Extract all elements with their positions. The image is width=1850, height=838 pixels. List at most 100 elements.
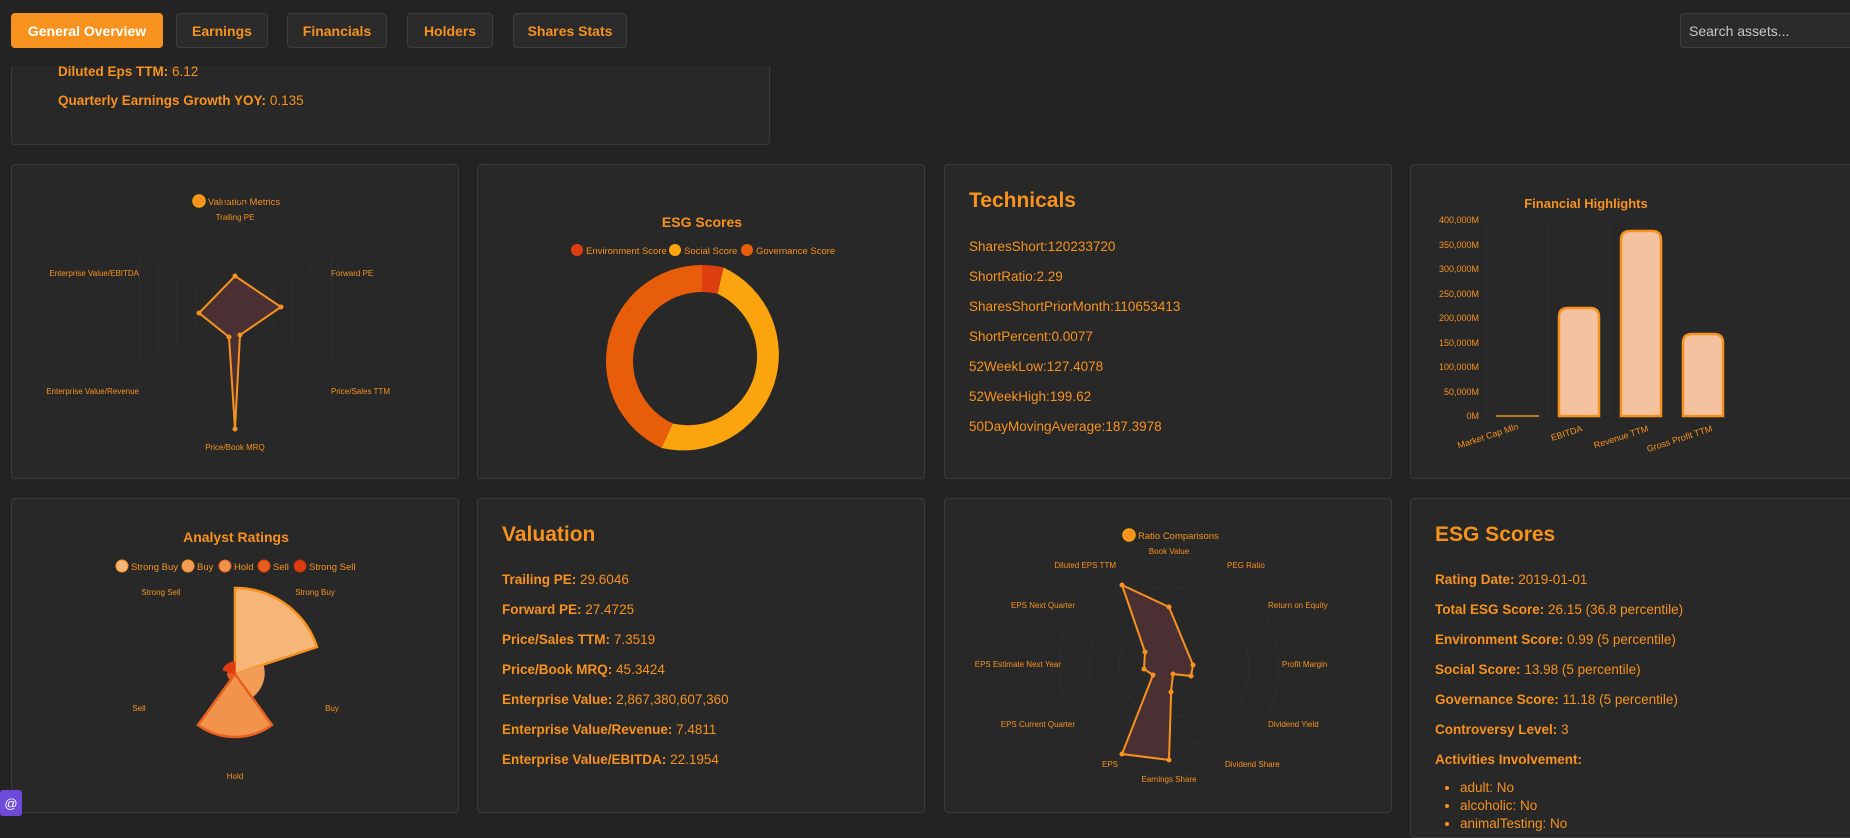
polar-segment-hold[interactable] bbox=[196, 671, 274, 739]
legend-label-governance[interactable]: Governance Score bbox=[756, 246, 835, 257]
diluted-eps-value: 6.12 bbox=[172, 64, 199, 79]
donut-slice-environment[interactable] bbox=[702, 265, 724, 294]
legend-swatch-sell[interactable] bbox=[257, 559, 271, 573]
radar-point[interactable] bbox=[1166, 604, 1172, 610]
radar-point[interactable] bbox=[196, 310, 202, 316]
esg-donut-title: ESG Scores bbox=[662, 214, 742, 230]
radar-point[interactable] bbox=[1141, 666, 1147, 672]
technicals-line: ShortRatio:2.29 bbox=[969, 269, 1063, 284]
list-item: animalTesting: No bbox=[1460, 816, 1567, 834]
legend-label-strong-sell[interactable]: Strong Sell bbox=[309, 562, 355, 573]
donut-slice-social[interactable] bbox=[661, 267, 779, 451]
valuation-row: Trailing PE: 29.6046 bbox=[502, 572, 629, 587]
esg-row-value: 13.98 (5 percentile) bbox=[1524, 662, 1641, 677]
radar-point[interactable] bbox=[1119, 582, 1125, 588]
polar-label-sell: Sell bbox=[132, 704, 146, 713]
radar-point[interactable] bbox=[232, 426, 238, 432]
valuation-row-value: 29.6046 bbox=[580, 572, 629, 587]
search-input[interactable] bbox=[1680, 13, 1850, 48]
legend-swatch-buy[interactable] bbox=[181, 559, 195, 573]
radar-point[interactable] bbox=[1168, 689, 1174, 695]
donut-slice-governance[interactable] bbox=[605, 265, 702, 448]
legend-label-strong-buy[interactable]: Strong Buy bbox=[131, 562, 178, 573]
valuation-row-value: 45.3424 bbox=[616, 662, 665, 677]
radar-point[interactable] bbox=[237, 332, 243, 338]
bar-ebitda[interactable] bbox=[1557, 306, 1601, 418]
valuation-row-value: 27.4725 bbox=[585, 602, 635, 617]
legend-swatch-environment[interactable] bbox=[571, 244, 583, 256]
axis-label: Dividend Yield bbox=[1268, 720, 1319, 729]
x-label: Market Cap Mln bbox=[1456, 421, 1520, 450]
radar-point[interactable] bbox=[1170, 671, 1176, 677]
technicals-line: ShortPercent:0.0077 bbox=[969, 329, 1093, 344]
radar-point[interactable] bbox=[1166, 757, 1172, 763]
valuation-card: Valuation Trailing PE: 29.6046 Forward P… bbox=[477, 498, 925, 813]
radar-point[interactable] bbox=[232, 273, 238, 279]
axis-label-price-sales: Price/Sales TTM bbox=[331, 387, 390, 396]
legend-swatch-strong-sell[interactable] bbox=[293, 559, 307, 573]
radar-point[interactable] bbox=[278, 304, 284, 310]
axis-label-price-book: Price/Book MRQ bbox=[205, 443, 265, 452]
esg-row-label: Social Score: bbox=[1435, 662, 1521, 677]
valuation-legend-label[interactable]: Valuation Metrics bbox=[208, 197, 280, 208]
chat-widget-button[interactable]: @ bbox=[0, 790, 22, 816]
diluted-eps-row: Diluted Eps TTM: 6.12 bbox=[58, 64, 198, 79]
y-tick: 350,000M bbox=[1439, 240, 1479, 250]
esg-row-label: Rating Date: bbox=[1435, 572, 1515, 587]
valuation-radar-points bbox=[196, 273, 284, 432]
tab-shares-stats[interactable]: Shares Stats bbox=[513, 13, 627, 48]
y-tick: 150,000M bbox=[1439, 338, 1479, 348]
valuation-row-label: Enterprise Value/EBITDA: bbox=[502, 752, 667, 767]
valuation-row: Enterprise Value: 2,867,380,607,360 bbox=[502, 692, 729, 707]
valuation-row-value: 2,867,380,607,360 bbox=[616, 692, 729, 707]
radar-point[interactable] bbox=[1142, 649, 1148, 655]
valuation-row: Forward PE: 27.4725 bbox=[502, 602, 634, 617]
bar-gross-profit[interactable] bbox=[1681, 332, 1725, 418]
y-tick: 200,000M bbox=[1439, 313, 1479, 323]
legend-swatch-governance[interactable] bbox=[741, 244, 753, 256]
legend-swatch-social[interactable] bbox=[669, 244, 681, 256]
valuation-legend-swatch[interactable] bbox=[192, 194, 206, 208]
esg-scores-title: ESG Scores bbox=[1435, 523, 1556, 546]
legend-label-hold[interactable]: Hold bbox=[234, 562, 254, 573]
axis-label-ev-revenue: Enterprise Value/Revenue bbox=[46, 387, 139, 396]
financial-highlights-card: Financial Highlights 400,000M 350,000M 3… bbox=[1410, 164, 1850, 479]
esg-row-value: 2019-01-01 bbox=[1518, 572, 1588, 587]
tab-financials[interactable]: Financials bbox=[287, 13, 387, 48]
radar-point[interactable] bbox=[1119, 751, 1125, 757]
radar-point[interactable] bbox=[1190, 662, 1196, 668]
y-axis-ticks: 400,000M 350,000M 300,000M 250,000M 200,… bbox=[1439, 215, 1479, 421]
legend-label-social[interactable]: Social Score bbox=[684, 246, 737, 257]
legend-label-sell[interactable]: Sell bbox=[273, 562, 289, 573]
bar-revenue-ttm[interactable] bbox=[1619, 229, 1663, 418]
legend-label-buy[interactable]: Buy bbox=[197, 562, 214, 573]
axis-label: Earnings Share bbox=[1141, 775, 1197, 784]
axis-label-trailing-pe: Trailing PE bbox=[216, 213, 255, 222]
tab-earnings[interactable]: Earnings bbox=[176, 13, 268, 48]
radar-point[interactable] bbox=[226, 334, 232, 340]
esg-row-label: Controversy Level: bbox=[1435, 722, 1558, 737]
esg-donut-card: ESG Scores Environment Score Social Scor… bbox=[477, 164, 925, 479]
polar-segment-strong-sell[interactable] bbox=[222, 661, 236, 675]
x-axis-labels: Market Cap Mln EBITDA Revenue TTM Gross … bbox=[1456, 421, 1714, 454]
ratio-legend-swatch[interactable] bbox=[1122, 528, 1136, 542]
radar-point[interactable] bbox=[1150, 672, 1156, 678]
polar-label-buy: Buy bbox=[325, 704, 339, 713]
valuation-row-label: Price/Book MRQ: bbox=[502, 662, 613, 677]
valuation-row-value: 7.3519 bbox=[613, 632, 656, 647]
polar-segment-strong-buy[interactable] bbox=[233, 586, 319, 676]
axis-label: Book Value bbox=[1149, 547, 1190, 556]
legend-swatch-strong-buy[interactable] bbox=[115, 559, 129, 573]
technicals-line: SharesShort:120233720 bbox=[969, 239, 1116, 254]
valuation-row-label: Forward PE: bbox=[502, 602, 582, 617]
diluted-eps-label: Diluted Eps TTM: bbox=[58, 64, 169, 79]
ratio-legend-label[interactable]: Ratio Comparisons bbox=[1138, 531, 1219, 542]
tab-holders[interactable]: Holders bbox=[407, 13, 493, 48]
tab-general-overview[interactable]: General Overview bbox=[11, 13, 163, 48]
legend-label-environment[interactable]: Environment Score bbox=[586, 246, 667, 257]
y-tick: 400,000M bbox=[1439, 215, 1479, 225]
analyst-ratings-card: Analyst Ratings Strong Buy Buy Hold Sell… bbox=[11, 498, 459, 813]
technicals-line: 50DayMovingAverage:187.3978 bbox=[969, 419, 1162, 434]
legend-swatch-hold[interactable] bbox=[218, 559, 232, 573]
radar-point[interactable] bbox=[1188, 673, 1194, 679]
